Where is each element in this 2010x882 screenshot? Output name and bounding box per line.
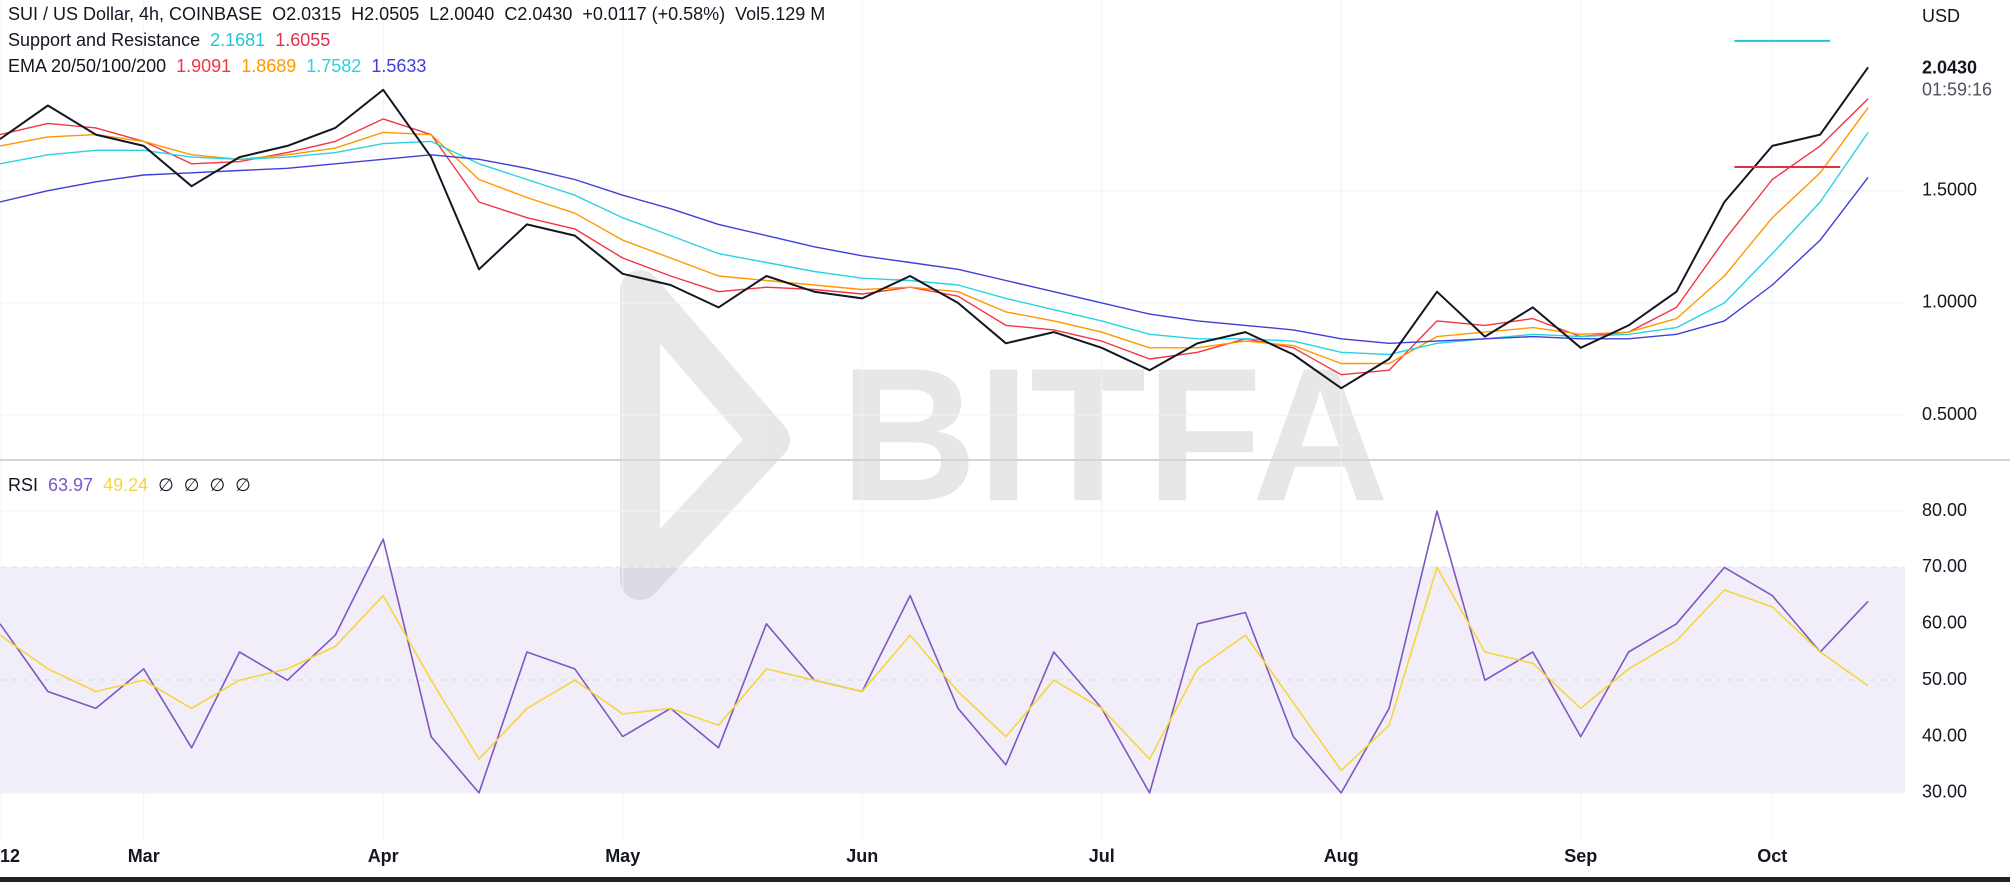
rsi-name: RSI [8, 475, 39, 495]
y-tick-label: 40.00 [1922, 725, 1967, 745]
ema-line [0, 107, 1869, 365]
x-tick-label: Aug [1324, 846, 1359, 866]
rsi-value: 63.97 [48, 475, 94, 495]
volume-key: Vol [735, 4, 761, 24]
last-price-label: 2.0430 [1922, 58, 1977, 78]
ohlc-key: C [504, 4, 518, 24]
y-tick-label: 80.00 [1922, 500, 1967, 520]
ohlc-item: H2.0505 [351, 4, 419, 25]
ohlc-item: O2.0315 [272, 4, 341, 25]
y-tick-label: 50.00 [1922, 669, 1967, 689]
ohlc-value: 2.0315 [286, 4, 342, 24]
volume-value: 5.129 M [760, 4, 826, 24]
symbol-title: SUI / US Dollar, 4h, COINBASE [8, 4, 263, 24]
x-tick-label: Sep [1564, 846, 1597, 866]
y-tick-label: 60.00 [1922, 613, 1967, 633]
y-tick-label: 1.0000 [1922, 292, 1977, 312]
sr-resistance: 2.1681 [210, 30, 266, 50]
price-line [0, 66, 1869, 390]
watermark-text: BITFA [840, 329, 1389, 541]
watermark-logo [620, 270, 790, 600]
currency-label: USD [1922, 6, 1960, 26]
bottom-bar [0, 877, 2010, 882]
volume: Vol5.129 M [735, 4, 825, 25]
sr-legend: Support and Resistance 2.1681 1.6055 [8, 30, 330, 51]
ohlc: O2.0315 H2.0505 L2.0040 C2.0430 [272, 4, 572, 25]
rsi-input: ∅ [235, 475, 251, 495]
rsi-line [0, 566, 1869, 772]
ema-name: EMA 20/50/100/200 [8, 56, 167, 76]
ema-value: 1.5633 [371, 56, 427, 76]
ohlc-value: 2.0505 [364, 4, 420, 24]
x-tick-label: Oct [1757, 846, 1787, 866]
ohlc-key: L [429, 4, 440, 24]
ohlc-value: 2.0430 [517, 4, 573, 24]
ohlc-value: 2.0040 [439, 4, 495, 24]
ema-value: 1.7582 [306, 56, 362, 76]
x-tick-label: Mar [128, 846, 160, 866]
rsi-value: 49.24 [103, 475, 149, 495]
rsi-input: ∅ [209, 475, 226, 495]
y-tick-label: 1.5000 [1922, 179, 1977, 199]
x-tick-label: May [605, 846, 640, 866]
ema-legend: EMA 20/50/100/200 1.9091 1.8689 1.7582 1.56… [8, 56, 426, 77]
ema-line [0, 154, 1869, 344]
y-tick-label: 0.5000 [1922, 404, 1977, 424]
ema-value: 1.8689 [241, 56, 297, 76]
rsi-legend: RSI 63.97 49.24 ∅ ∅ ∅ ∅ [8, 475, 251, 496]
ohlc-key: H [351, 4, 365, 24]
watermark: BITFA [620, 270, 1389, 600]
change: +0.0117 (+0.58%) [582, 4, 726, 24]
y-tick-label: 30.00 [1922, 782, 1967, 802]
ohlc-item: L2.0040 [429, 4, 494, 25]
rsi-input: ∅ [158, 475, 174, 495]
ema-line [0, 132, 1869, 356]
y-tick-label: 70.00 [1922, 556, 1967, 576]
countdown: 01:59:16 [1922, 80, 1992, 100]
x-tick-label: 12 [0, 846, 20, 866]
x-tick-label: Jun [846, 846, 878, 866]
header-legend: SUI / US Dollar, 4h, COINBASE O2.0315 H2.… [8, 4, 825, 25]
sr-support: 1.6055 [275, 30, 331, 50]
price-axis-bg [1905, 0, 2010, 877]
x-tick-label: Jul [1089, 846, 1115, 866]
ohlc-key: O [272, 4, 287, 24]
ohlc-item: C2.0430 [504, 4, 572, 25]
rsi-input: ∅ [183, 475, 200, 495]
x-tick-label: Apr [368, 846, 399, 866]
ema-value: 1.9091 [176, 56, 232, 76]
sr-name: Support and Resistance [8, 30, 201, 50]
